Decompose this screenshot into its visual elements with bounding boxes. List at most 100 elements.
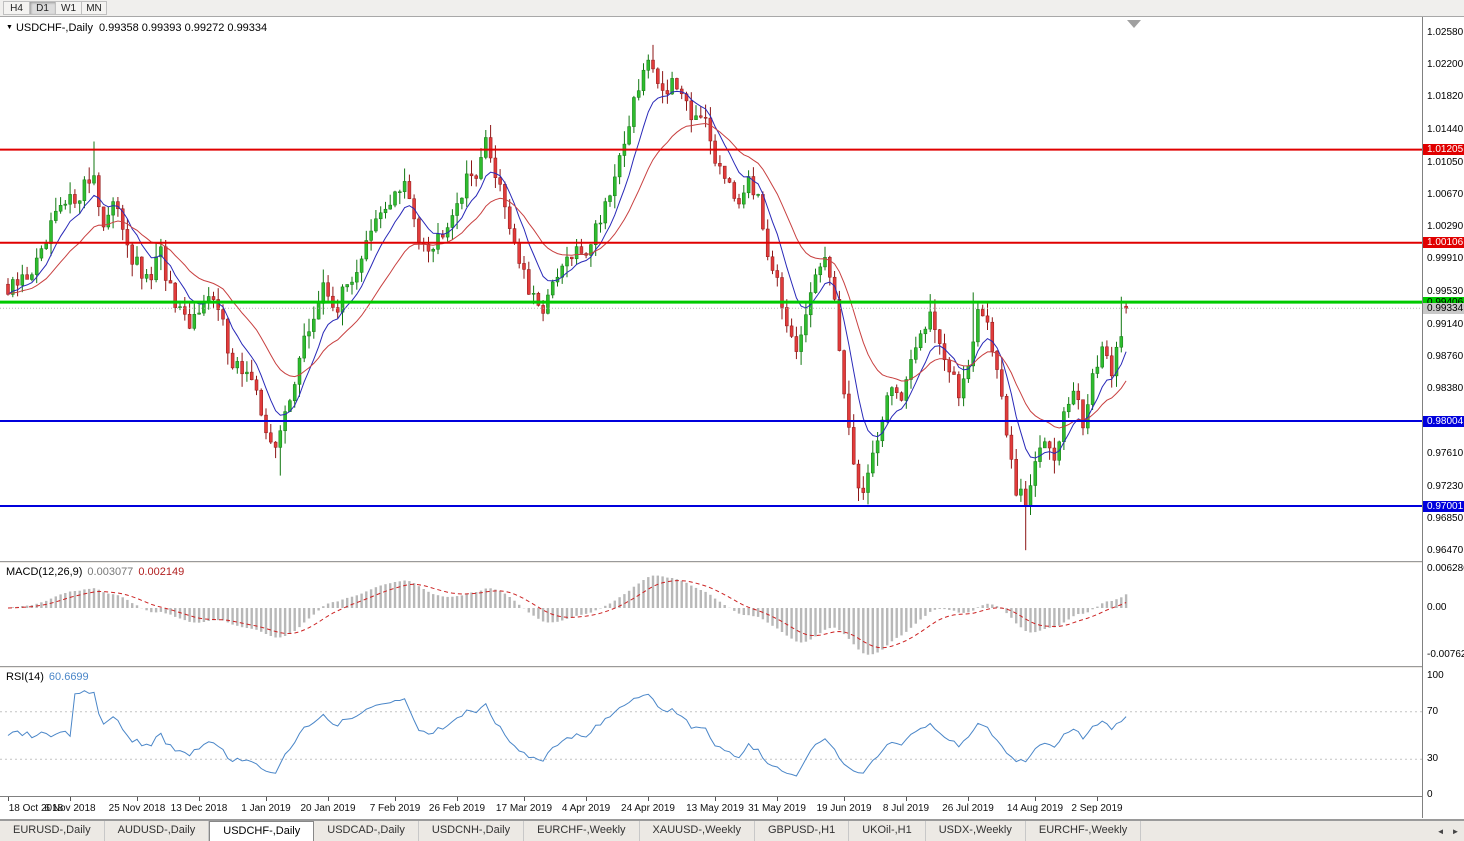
scale-tick-label: 0.99530 xyxy=(1427,285,1464,297)
scale-tick-label: 0.98760 xyxy=(1427,350,1464,362)
chart-tab-eurusd-daily[interactable]: EURUSD-,Daily xyxy=(0,821,105,841)
date-label: 25 Nov 2018 xyxy=(108,803,166,814)
price-chart-canvas[interactable] xyxy=(0,17,1422,561)
scale-tick-label: 0.98380 xyxy=(1427,383,1464,395)
scale-tick-label: 0.97610 xyxy=(1427,448,1464,460)
date-label: 14 Aug 2019 xyxy=(1006,803,1064,814)
price-line-badge: 1.00106 xyxy=(1423,237,1464,249)
date-tick xyxy=(844,797,845,801)
date-label: 18 Oct 2018 xyxy=(8,803,64,814)
date-tick xyxy=(524,797,525,801)
chart-tab-usdcnh-daily[interactable]: USDCNH-,Daily xyxy=(418,821,525,841)
scale-tick-label: 0.97230 xyxy=(1427,480,1464,492)
date-label: 1 Jan 2019 xyxy=(241,803,291,814)
date-label: 8 Jul 2019 xyxy=(882,803,930,814)
scale-tick-label: 1.00670 xyxy=(1427,188,1464,200)
price-scale[interactable]: 1.02580 1.02200 1.01820 1.01440 1.01050 1.006… xyxy=(1422,17,1464,818)
chart-symbol-label: USDCHF-,Daily xyxy=(15,22,93,34)
date-label: 19 Jun 2019 xyxy=(816,803,872,814)
tab-scroll-right-icon[interactable]: ► xyxy=(1451,826,1460,836)
macd-canvas[interactable] xyxy=(0,563,1422,666)
chart-ohlc-values: 0.99358 0.99393 0.99272 0.99334 xyxy=(98,22,268,34)
date-label: 26 Jul 2019 xyxy=(942,803,994,814)
scale-tick-label: 1.00290 xyxy=(1427,221,1464,233)
chart-tab-usdx-weekly[interactable]: USDX-,Weekly xyxy=(925,821,1026,841)
date-tick xyxy=(8,797,9,801)
date-tick xyxy=(777,797,778,801)
date-tick xyxy=(715,797,716,801)
timeframe-button-w1[interactable]: W1 xyxy=(55,1,81,15)
timeframe-button-d1[interactable]: D1 xyxy=(29,1,55,15)
tab-scroll-arrows: ◄ ► xyxy=(1432,821,1464,841)
scale-tick-label: 0.00 xyxy=(1427,602,1447,613)
chart-tab-bar: EURUSD-,Daily AUDUSD-,Daily USDCHF-,Daily U… xyxy=(0,820,1464,841)
chart-tab-strip: EURUSD-,Daily AUDUSD-,Daily USDCHF-,Daily U… xyxy=(0,821,1432,841)
macd-name-label: MACD(12,26,9) xyxy=(6,566,83,578)
scale-tick-label: 0 xyxy=(1427,789,1433,800)
chart-window: ▼ USDCHF-,Daily 0.99358 0.99393 0.99272 0.… xyxy=(0,17,1464,820)
rsi-canvas[interactable] xyxy=(0,668,1422,796)
chart-shift-marker-icon[interactable] xyxy=(1127,20,1141,28)
macd-title: MACD(12,26,9) 0.003077 0.002149 xyxy=(6,566,189,578)
date-label: 13 Dec 2018 xyxy=(170,803,228,814)
timeframe-button-mn[interactable]: MN xyxy=(81,1,107,15)
chart-menu-triangle-icon[interactable]: ▼ xyxy=(6,24,13,31)
scale-tick-label: 0.96850 xyxy=(1427,512,1464,524)
candles xyxy=(6,44,1128,551)
date-label: 7 Feb 2019 xyxy=(369,803,421,814)
timeframe-button-group: H4 D1 W1 MN xyxy=(3,1,107,15)
macd-main-value: 0.003077 xyxy=(87,566,134,578)
scale-tick-label: 0.006286 xyxy=(1427,563,1464,575)
date-tick xyxy=(395,797,396,801)
chart-tab-usdchf-daily[interactable]: USDCHF-,Daily xyxy=(209,821,315,841)
date-tick xyxy=(457,797,458,801)
rsi-title: RSI(14) 60.6699 xyxy=(6,671,94,683)
price-line-badge: 0.97001 xyxy=(1423,500,1464,512)
date-label: 2 Sep 2019 xyxy=(1071,803,1123,814)
date-tick xyxy=(1097,797,1098,801)
date-tick xyxy=(648,797,649,801)
date-label: 4 Apr 2019 xyxy=(561,803,611,814)
macd-signal-value: 0.002149 xyxy=(138,566,185,578)
horizontal-lines xyxy=(0,148,1422,507)
scale-tick-label: 1.02580 xyxy=(1427,27,1464,38)
macd-panel-splitter[interactable] xyxy=(0,561,1464,563)
price-line-badge: 0.99334 xyxy=(1423,302,1464,314)
rsi-panel-splitter[interactable] xyxy=(0,666,1464,668)
tab-scroll-left-icon[interactable]: ◄ xyxy=(1436,826,1445,836)
timeframe-button-h4[interactable]: H4 xyxy=(3,1,29,15)
scale-tick-label: 1.01820 xyxy=(1427,91,1464,103)
date-label: 24 Apr 2019 xyxy=(621,803,675,814)
macd-histogram xyxy=(11,575,1128,655)
scale-tick-label: 0.99140 xyxy=(1427,318,1464,330)
timeframe-toolbar: H4 D1 W1 MN xyxy=(0,0,1464,17)
date-tick xyxy=(906,797,907,801)
date-label: 26 Feb 2019 xyxy=(428,803,486,814)
chart-tab-usdcad-daily[interactable]: USDCAD-,Daily xyxy=(314,821,419,841)
chart-tab-gbpusd-h1[interactable]: GBPUSD-,H1 xyxy=(754,821,850,841)
rsi-line xyxy=(7,690,1127,777)
price-line-badge: 0.98004 xyxy=(1423,415,1464,427)
date-tick xyxy=(266,797,267,801)
price-line-badge: 0.99406 xyxy=(1423,296,1464,308)
date-tick xyxy=(328,797,329,801)
price-line-badge: 1.01205 xyxy=(1423,144,1464,156)
scale-tick-label: -0.00762 xyxy=(1427,648,1464,660)
scale-tick-label: 1.02200 xyxy=(1427,59,1464,71)
scale-tick-label: 70 xyxy=(1427,705,1439,717)
date-label: 17 Mar 2019 xyxy=(495,803,553,814)
rsi-value: 60.6699 xyxy=(48,671,89,683)
date-tick xyxy=(968,797,969,801)
chart-tab-eurchf-weekly[interactable]: EURCHF-,Weekly xyxy=(1025,821,1142,841)
chart-tab-ukoil-h1[interactable]: UKOil-,H1 xyxy=(849,821,926,841)
rsi-name-label: RSI(14) xyxy=(6,671,44,683)
date-axis[interactable]: 18 Oct 2018 6 Nov 2018 25 Nov 2018 13 Dec 2… xyxy=(0,796,1422,818)
date-tick xyxy=(586,797,587,801)
date-label: 6 Nov 2018 xyxy=(44,803,96,814)
date-tick xyxy=(1035,797,1036,801)
chart-tab-audusd-daily[interactable]: AUDUSD-,Daily xyxy=(104,821,210,841)
chart-tab-xauusd-weekly[interactable]: XAUUSD-,Weekly xyxy=(639,821,755,841)
chart-tab-eurchf-weekly[interactable]: EURCHF-,Weekly xyxy=(524,821,640,841)
date-tick xyxy=(199,797,200,801)
date-label: 31 May 2019 xyxy=(748,803,806,814)
